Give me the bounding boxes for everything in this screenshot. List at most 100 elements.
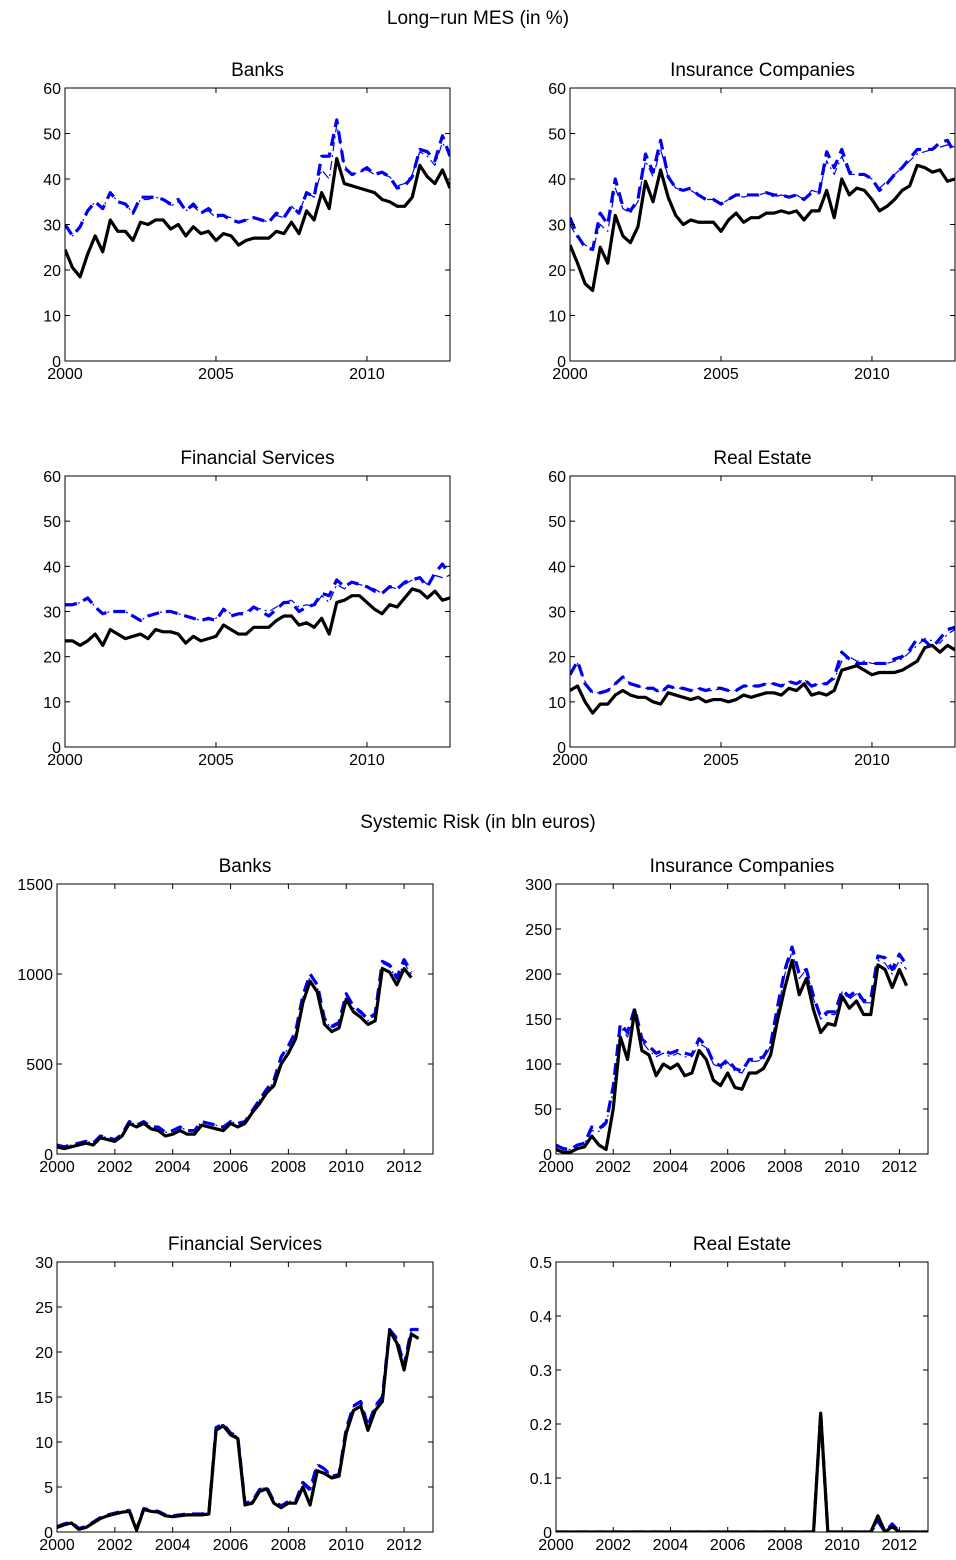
chart-svg: Financial Services 0 10 20 30 40 50 60 2000 2005 2…: [43, 448, 451, 769]
x-tick-label: 2010: [824, 1537, 860, 1554]
y-tick-label: 100: [525, 1057, 552, 1074]
series-line-dashdot: [556, 1418, 928, 1532]
y-tick-label: 10: [43, 695, 61, 712]
x-tick-label: 2012: [386, 1537, 422, 1554]
y-tick-label: 1000: [17, 967, 53, 984]
axes-box: [555, 1261, 929, 1533]
series-line-solid: [65, 587, 450, 647]
y-tick-label: 60: [43, 469, 61, 486]
x-tick-label: 2010: [824, 1159, 860, 1176]
chart-svg: Insurance Companies 0 10 20 30 40 50 60 2000 2005…: [548, 60, 956, 383]
y-tick-label: 30: [548, 605, 566, 622]
series-group: [57, 957, 413, 1151]
chart-3: Financial Services 0 10 20 30 40 50 60 2000 2005 2…: [5, 442, 456, 775]
series-group: [570, 138, 955, 293]
chart-title: Insurance Companies: [650, 856, 835, 877]
x-tick-label: 2002: [595, 1537, 631, 1554]
chart-title: Banks: [231, 60, 284, 81]
chart-svg: Real Estate 0 0.1 0.2 0.3 0.4 0.5 2000 2002 2004 2…: [530, 1234, 929, 1554]
x-tick-label: 2008: [767, 1159, 803, 1176]
x-tick-label: 2006: [213, 1537, 249, 1554]
x-tick-label: 2010: [328, 1537, 364, 1554]
series-line-solid: [65, 156, 450, 279]
series-line-dashed: [556, 945, 908, 1152]
chart-svg: Banks 0 10 20 30 40 50 60 2000 2005 2010: [43, 60, 451, 383]
chart-title: Financial Services: [180, 448, 334, 469]
series-line-dashed: [570, 138, 955, 252]
section-title-mes: Long−run MES (in %): [386, 8, 570, 29]
x-tick-label: 2005: [198, 752, 234, 769]
x-tick-label: 2012: [386, 1159, 422, 1176]
chart-6: Insurance Companies 0 50 100 150 200 250 300 200…: [496, 850, 934, 1182]
y-tick-label: 0.1: [530, 1471, 552, 1488]
x-tick-label: 2012: [882, 1159, 918, 1176]
y-tick-label: 200: [525, 967, 552, 984]
x-tick-label: 2005: [703, 752, 739, 769]
y-tick-label: 60: [43, 81, 61, 98]
series-group: [556, 945, 909, 1154]
y-tick-label: 1500: [17, 877, 53, 894]
x-tick-label: 2004: [155, 1159, 191, 1176]
series-line-dashdot: [57, 1328, 419, 1530]
chart-8: Real Estate 0 0.1 0.2 0.3 0.4 0.5 2000 2002 2004 2…: [496, 1228, 934, 1560]
series-line-solid: [556, 958, 909, 1154]
y-tick-label: 20: [548, 263, 566, 280]
y-tick-label: 250: [525, 922, 552, 939]
x-tick-label: 2008: [271, 1159, 307, 1176]
y-tick-label: 0.4: [530, 1309, 552, 1326]
chart-title: Insurance Companies: [670, 60, 855, 81]
series-line-dashed: [65, 118, 450, 238]
x-tick-label: 2008: [271, 1537, 307, 1554]
series-line-dashed: [556, 1411, 928, 1532]
y-tick-label: 5: [44, 1480, 53, 1497]
series-line-dashdot: [65, 574, 450, 622]
x-tick-label: 2004: [653, 1159, 689, 1176]
y-tick-label: 60: [548, 469, 566, 486]
y-tick-label: 10: [548, 695, 566, 712]
x-tick-label: 2000: [47, 752, 83, 769]
y-tick-label: 40: [43, 172, 61, 189]
y-tick-label: 10: [35, 1435, 53, 1452]
y-tick-label: 10: [43, 309, 61, 326]
chart-7: Financial Services 0 5 10 15 20 25 30 2000 2002 20…: [0, 1228, 439, 1560]
x-tick-label: 2004: [653, 1537, 689, 1554]
x-tick-label: 2012: [882, 1537, 918, 1554]
y-tick-label: 40: [548, 559, 566, 576]
series-line-solid: [556, 1411, 928, 1532]
chart-svg: Real Estate 0 10 20 30 40 50 60 2000 2005 2010: [548, 448, 956, 769]
series-line-solid: [57, 966, 413, 1151]
y-tick-label: 60: [548, 81, 566, 98]
x-tick-label: 2002: [97, 1537, 133, 1554]
chart-svg: Banks 0 500 1000 1500 2000 2002 2004 2006 2008 201…: [17, 856, 434, 1176]
y-tick-label: 30: [43, 218, 61, 235]
x-tick-label: 2002: [97, 1159, 133, 1176]
y-tick-label: 50: [548, 514, 566, 531]
x-tick-label: 2006: [213, 1159, 249, 1176]
series-line-dashed: [570, 625, 955, 695]
chart-5: Banks 0 500 1000 1500 2000 2002 2004 2006 2008 201…: [0, 850, 439, 1182]
y-tick-label: 0: [52, 354, 61, 371]
chart-1: Banks 0 10 20 30 40 50 60 2000 2005 2010: [5, 54, 456, 389]
y-tick-label: 10: [548, 309, 566, 326]
axes-box: [569, 475, 956, 748]
y-tick-label: 150: [525, 1012, 552, 1029]
series-line-dashed: [57, 1327, 419, 1531]
y-tick-label: 0: [44, 1525, 53, 1542]
x-tick-label: 2004: [155, 1537, 191, 1554]
y-tick-label: 0.5: [530, 1255, 552, 1272]
series-group: [57, 1327, 420, 1532]
axes-box: [569, 87, 956, 362]
x-tick-label: 2008: [767, 1537, 803, 1554]
series-line-dashed: [57, 957, 413, 1149]
chart-4: Real Estate 0 10 20 30 40 50 60 2000 2005 2010: [510, 442, 956, 775]
series-group: [556, 1411, 928, 1532]
chart-svg: Financial Services 0 5 10 15 20 25 30 2000 2002 20…: [35, 1234, 434, 1554]
series-line-solid: [57, 1328, 420, 1532]
y-tick-label: 0: [557, 740, 566, 757]
series-line-dashdot: [57, 962, 412, 1148]
y-tick-label: 30: [43, 605, 61, 622]
y-tick-label: 50: [43, 127, 61, 144]
x-tick-label: 2010: [349, 752, 385, 769]
y-tick-label: 50: [548, 127, 566, 144]
y-tick-label: 0: [52, 740, 61, 757]
